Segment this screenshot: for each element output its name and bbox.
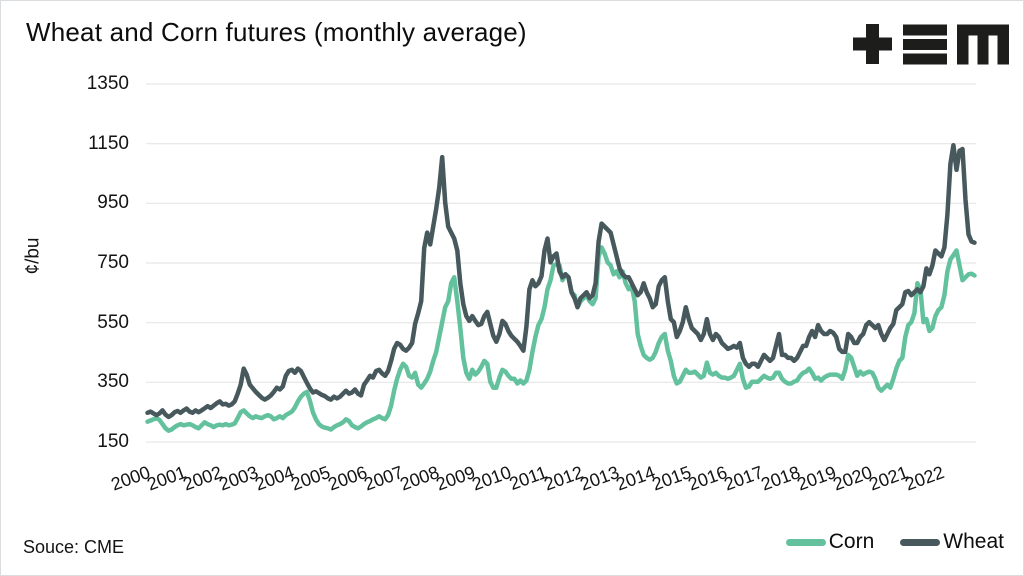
brand-logo — [853, 24, 1009, 65]
y-tick-label: 350 — [97, 371, 129, 393]
series-wheat-line — [145, 142, 977, 420]
y-tick-label: 1150 — [88, 132, 129, 154]
y-tick-label: 1350 — [86, 73, 129, 94]
legend-item-corn: Corn — [785, 530, 875, 554]
triple-bar-icon — [903, 24, 947, 65]
y-tick-label: 150 — [97, 431, 129, 452]
y-tick-label: 550 — [97, 311, 129, 333]
corn-line-swatch — [785, 538, 826, 546]
y-tick-label: 750 — [97, 252, 129, 273]
legend-item-wheat: Wheat — [900, 530, 1004, 554]
legend-label-corn: Corn — [828, 530, 875, 553]
chart-legend: Corn Wheat — [785, 530, 1004, 554]
letter-m-icon — [957, 24, 1009, 65]
legend-label-wheat: Wheat — [943, 530, 1004, 553]
plus-icon — [853, 24, 892, 64]
wheat-line-swatch — [900, 538, 941, 546]
source-note: Souce: CME — [23, 537, 125, 557]
y-axis-title: ¢/bu — [22, 237, 44, 275]
y-tick-label: 950 — [97, 192, 129, 214]
chart-title: Wheat and Corn futures (monthly average) — [26, 17, 527, 47]
